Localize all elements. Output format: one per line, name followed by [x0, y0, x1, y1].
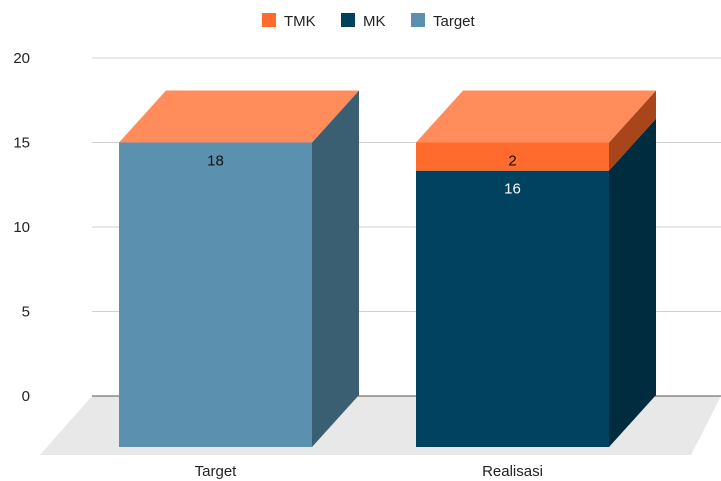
legend: TMK MK Target — [262, 13, 476, 30]
bars — [119, 90, 656, 448]
legend-label-target: Target — [433, 13, 476, 30]
bar-top-face — [416, 90, 656, 143]
data-labels: 18 2 16 — [207, 153, 521, 198]
y-tick-label: 0 — [22, 388, 30, 405]
bar-top-face — [119, 90, 359, 143]
legend-label-mk: MK — [363, 13, 386, 30]
legend-swatch-mk — [341, 13, 355, 27]
bar-front-mk — [416, 170, 609, 447]
y-axis-ticks: 0 5 10 15 20 — [13, 50, 30, 405]
y-tick-label: 10 — [13, 219, 30, 236]
x-axis-categories: Target Realisasi — [195, 463, 543, 480]
data-label: 16 — [504, 181, 521, 198]
x-category-label: Realisasi — [482, 463, 543, 480]
data-label: 2 — [508, 153, 516, 170]
legend-swatch-tmk — [262, 13, 276, 27]
bar-front-tmk — [416, 142, 609, 171]
y-tick-label: 5 — [22, 304, 30, 321]
bar-front-target — [119, 142, 312, 447]
legend-swatch-target — [411, 13, 425, 27]
y-tick-label: 15 — [13, 135, 30, 152]
bar-side-mk — [609, 118, 656, 448]
x-category-label: Target — [195, 463, 238, 480]
bar-side-target — [312, 90, 359, 447]
y-tick-label: 20 — [13, 50, 30, 67]
data-label: 18 — [207, 153, 224, 170]
bar-side-tmk — [609, 90, 656, 171]
legend-label-tmk: TMK — [284, 13, 316, 30]
